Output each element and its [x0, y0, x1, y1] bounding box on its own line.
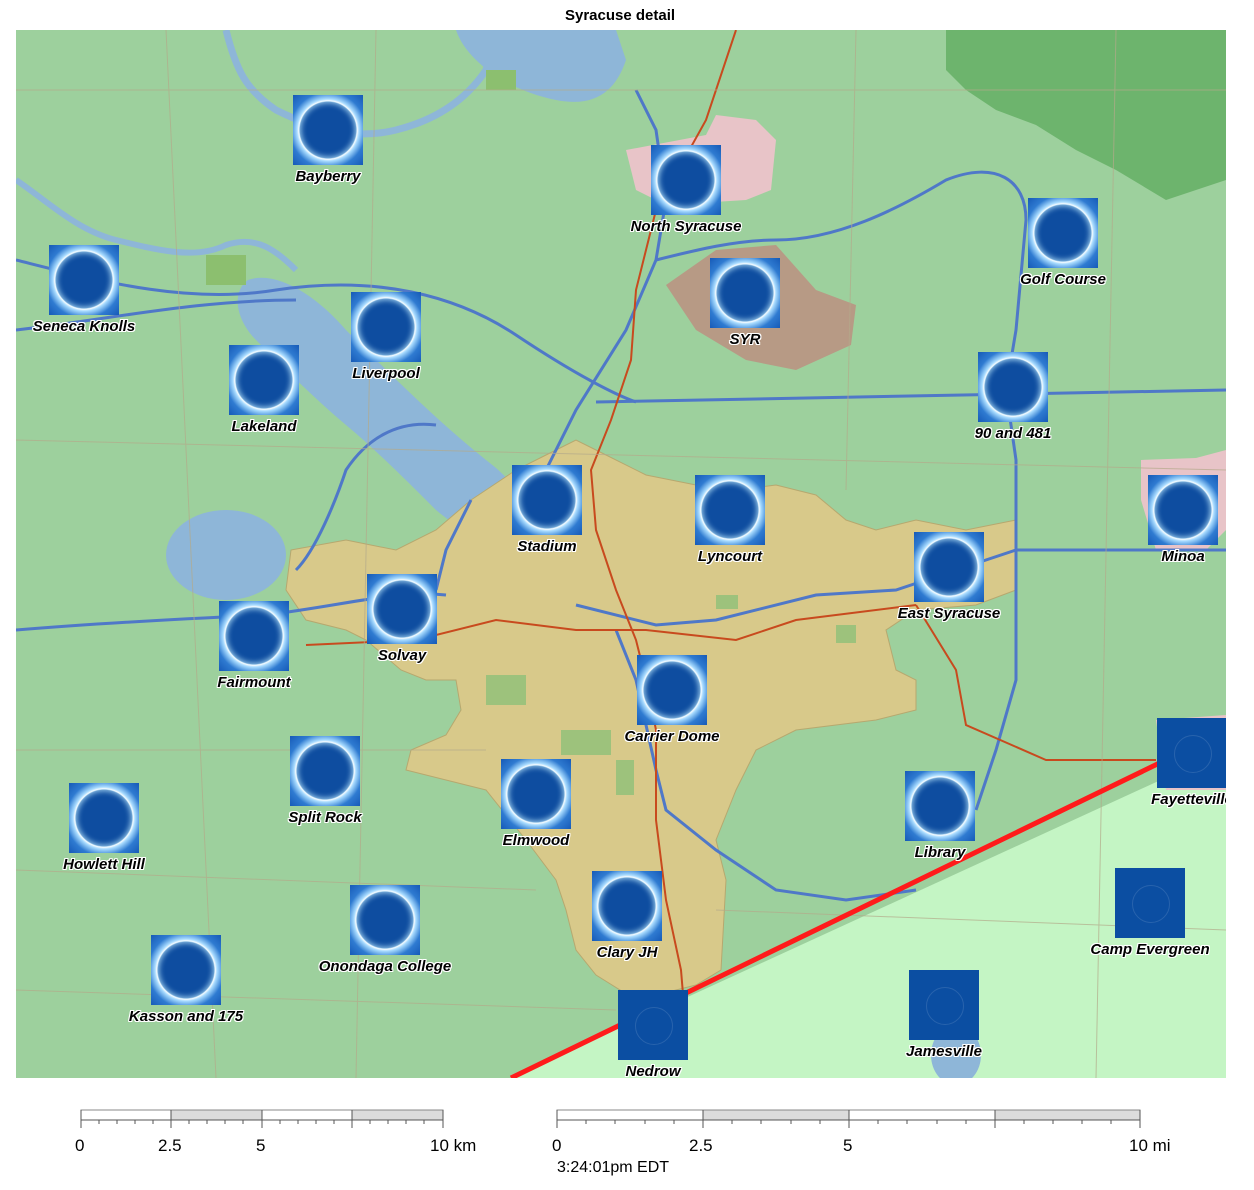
map-marker[interactable]: Kasson and 175	[129, 935, 243, 1025]
marker-label: Liverpool	[352, 365, 420, 382]
map-marker[interactable]: East Syracuse	[898, 532, 1000, 622]
marker-label: Carrier Dome	[624, 728, 720, 745]
map-marker[interactable]: Library	[905, 771, 975, 861]
eclipse-icon[interactable]	[914, 532, 984, 602]
map-marker[interactable]: 90 and 481	[975, 352, 1051, 442]
eclipse-icon[interactable]	[512, 465, 582, 535]
eclipse-icon[interactable]	[367, 574, 437, 644]
eclipse-icon[interactable]	[293, 95, 363, 165]
marker-label: North Syracuse	[630, 218, 742, 235]
map-marker[interactable]: Golf Course	[1020, 198, 1106, 288]
eclipse-icon[interactable]	[229, 345, 299, 415]
map-marker[interactable]: Bayberry	[293, 95, 363, 185]
dark-square-icon[interactable]	[618, 990, 688, 1060]
scale-bar-mi	[556, 1109, 1141, 1128]
marker-label: SYR	[729, 331, 761, 348]
marker-label: Minoa	[1161, 548, 1205, 565]
marker-label: Camp Evergreen	[1090, 941, 1210, 958]
eclipse-icon[interactable]	[69, 783, 139, 853]
map-marker[interactable]: Elmwood	[501, 759, 571, 849]
onondaga-lake	[237, 277, 528, 541]
km-tick-0: 0	[75, 1136, 85, 1155]
dark-square-icon[interactable]	[1115, 868, 1185, 938]
map-marker[interactable]: Carrier Dome	[624, 655, 720, 745]
eclipse-icon[interactable]	[695, 475, 765, 545]
marker-label: Nedrow	[625, 1063, 681, 1078]
marker-label: Bayberry	[295, 168, 361, 185]
marker-label: 90 and 481	[974, 425, 1052, 442]
marker-label: Fayetteville	[1151, 791, 1226, 808]
km-tick-10: 10 km	[430, 1136, 477, 1155]
map-marker[interactable]: Nedrow	[618, 990, 688, 1078]
marker-label: Kasson and 175	[128, 1008, 244, 1025]
eclipse-icon[interactable]	[49, 245, 119, 315]
marker-label: Lakeland	[231, 418, 297, 435]
eclipse-icon[interactable]	[592, 871, 662, 941]
eclipse-icon[interactable]	[710, 258, 780, 328]
dark-square-icon[interactable]	[909, 970, 979, 1040]
marker-label: Split Rock	[288, 809, 362, 826]
scale-bars: 0 2.5 5 10 km 0 2.5 5 10 mi	[0, 1080, 1254, 1185]
map-marker[interactable]: Lakeland	[229, 345, 299, 435]
marker-label: Fairmount	[217, 674, 291, 691]
eclipse-icon[interactable]	[350, 885, 420, 955]
mi-tick-2-5: 2.5	[689, 1136, 713, 1155]
map-marker[interactable]: North Syracuse	[631, 145, 741, 235]
map-marker[interactable]: Lyncourt	[695, 475, 765, 565]
eclipse-icon[interactable]	[905, 771, 975, 841]
mi-tick-10: 10 mi	[1129, 1136, 1171, 1155]
map-marker[interactable]: SYR	[710, 258, 780, 348]
eclipse-icon[interactable]	[651, 145, 721, 215]
map-marker[interactable]: Seneca Knolls	[33, 245, 135, 335]
map-canvas[interactable]: Bayberry North Syracuse Golf Course Seneca …	[16, 30, 1226, 1078]
dark-square-icon[interactable]	[1157, 718, 1226, 788]
eclipse-icon[interactable]	[219, 601, 289, 671]
map-marker[interactable]: Liverpool	[351, 292, 421, 382]
km-tick-2-5: 2.5	[158, 1136, 182, 1155]
eclipse-icon[interactable]	[151, 935, 221, 1005]
marker-label: Jamesville	[906, 1043, 982, 1060]
map-marker[interactable]: Fayetteville	[1151, 718, 1226, 808]
mi-tick-5: 5	[843, 1136, 853, 1155]
map-marker[interactable]: Stadium	[512, 465, 582, 555]
marker-label: Solvay	[377, 647, 427, 664]
km-tick-5: 5	[256, 1136, 266, 1155]
map-marker[interactable]: Camp Evergreen	[1090, 868, 1210, 958]
eclipse-icon[interactable]	[978, 352, 1048, 422]
eclipse-icon[interactable]	[1148, 475, 1218, 545]
marker-label: Clary JH	[596, 944, 658, 961]
timestamp: 3:24:01pm EDT	[557, 1159, 670, 1176]
eclipse-icon[interactable]	[351, 292, 421, 362]
marker-label: Elmwood	[502, 832, 570, 849]
eclipse-icon[interactable]	[290, 736, 360, 806]
eclipse-icon[interactable]	[1028, 198, 1098, 268]
marker-label: Stadium	[517, 538, 577, 555]
map-marker[interactable]: Split Rock	[288, 736, 362, 826]
scale-bar-graphics	[80, 1109, 1141, 1128]
eclipse-icon[interactable]	[501, 759, 571, 829]
map-marker[interactable]: Solvay	[367, 574, 437, 664]
scale-bar-km	[80, 1109, 444, 1128]
map-marker[interactable]: Howlett Hill	[63, 783, 145, 873]
forest-area	[946, 30, 1226, 200]
marker-label: East Syracuse	[897, 605, 1001, 622]
map-title: Syracuse detail	[564, 7, 676, 24]
map-marker[interactable]: Clary JH	[592, 871, 662, 961]
map-marker[interactable]: Minoa	[1148, 475, 1218, 565]
marker-label: Seneca Knolls	[32, 318, 136, 335]
marker-label: Onondaga College	[318, 958, 452, 975]
marker-label: Howlett Hill	[63, 856, 145, 873]
map-marker[interactable]: Onondaga College	[319, 885, 451, 975]
map-marker[interactable]: Jamesville	[906, 970, 982, 1060]
mi-tick-0: 0	[552, 1136, 562, 1155]
marker-label: Library	[914, 844, 966, 861]
map-marker[interactable]: Fairmount	[217, 601, 291, 691]
south-region	[511, 750, 1226, 1078]
marker-label: Lyncourt	[697, 548, 763, 565]
eclipse-icon[interactable]	[637, 655, 707, 725]
marker-label: Golf Course	[1020, 271, 1106, 288]
